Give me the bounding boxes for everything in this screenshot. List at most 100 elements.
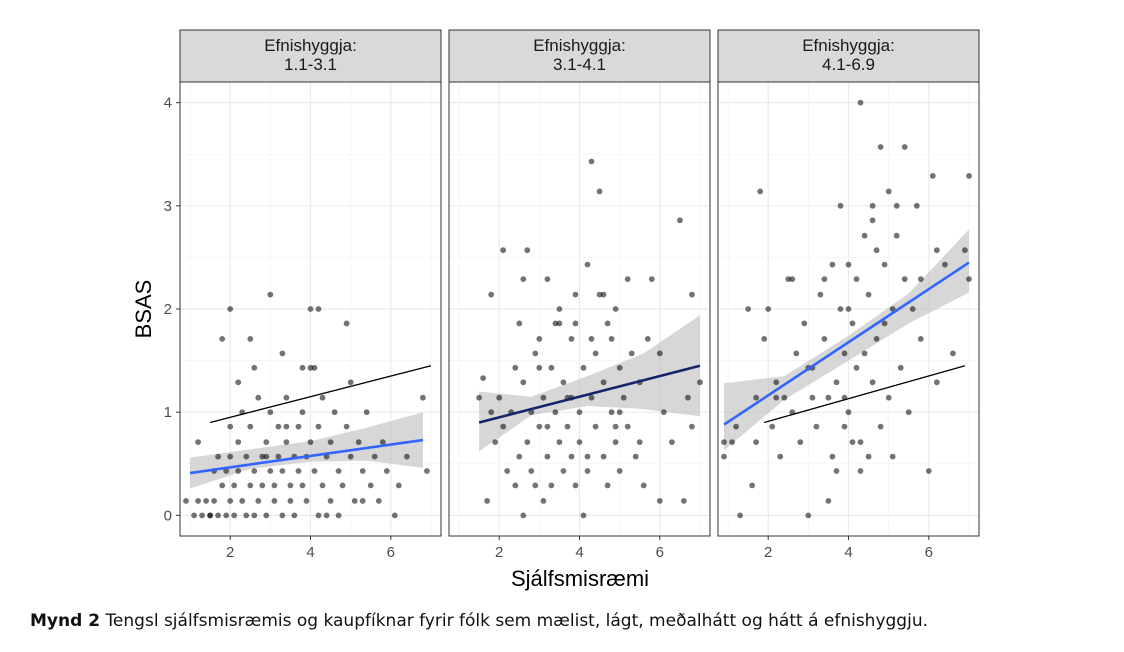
data-point [616, 409, 623, 416]
panel-2: Efnishyggja:3.1-4.1 2 4 6 [448, 29, 711, 561]
data-point [319, 394, 326, 401]
data-point [540, 498, 547, 504]
x-axis-title: Sjálfsmisræmi [511, 566, 649, 591]
data-point [480, 375, 486, 381]
data-point [556, 306, 563, 312]
data-point [560, 379, 567, 386]
data-point [781, 394, 788, 401]
data-point [239, 498, 246, 504]
data-point [207, 512, 214, 519]
data-point [524, 247, 531, 254]
data-point [275, 453, 282, 460]
x-tick-label: 6 [656, 544, 664, 561]
data-point [600, 291, 607, 298]
data-point [596, 291, 603, 298]
x-tick-label: 6 [387, 544, 395, 561]
data-point [785, 276, 792, 282]
data-point [889, 306, 896, 312]
data-point [227, 423, 234, 430]
data-point [544, 423, 551, 430]
data-point [608, 409, 615, 416]
data-point [424, 468, 430, 474]
confidence-band [479, 315, 700, 452]
data-point [287, 498, 294, 504]
data-point [584, 468, 591, 474]
data-point [837, 306, 844, 312]
data-point [271, 482, 278, 489]
data-point [845, 261, 852, 268]
data-point [307, 439, 314, 445]
data-point [588, 394, 595, 401]
data-point [681, 498, 687, 504]
y-axis-title: BSAS [131, 280, 156, 339]
caption-label: Mynd 2 [30, 611, 101, 631]
facet-strip-label: 4.1-6.9 [822, 55, 875, 74]
data-point [825, 498, 832, 504]
x-tick-label: 2 [495, 544, 503, 561]
data-point [536, 364, 543, 371]
facet-strip-label: 3.1-4.1 [553, 55, 606, 74]
data-point [753, 439, 759, 445]
facet-strip-label: Efnishyggja: [533, 36, 626, 55]
y-tick-label: 1 [164, 404, 172, 421]
data-point [496, 394, 503, 401]
data-point [901, 144, 908, 150]
data-point [962, 247, 968, 254]
data-point [383, 468, 390, 474]
data-point [295, 468, 302, 474]
data-point [299, 364, 306, 371]
data-point [275, 423, 282, 430]
data-point [307, 364, 314, 371]
data-point [640, 482, 647, 489]
data-point [616, 364, 623, 371]
data-point [315, 512, 322, 519]
data-point [359, 468, 366, 474]
x-tick-label: 2 [764, 544, 772, 561]
data-point [355, 439, 362, 445]
data-point [195, 439, 202, 445]
data-point [753, 394, 759, 401]
data-point [576, 409, 583, 416]
data-point [315, 306, 322, 312]
data-point [568, 453, 575, 460]
data-point [592, 423, 599, 430]
data-point [492, 439, 499, 445]
data-point [263, 439, 270, 445]
data-point [881, 320, 888, 327]
data-point [516, 453, 523, 460]
data-point [263, 512, 270, 519]
y-tick-label: 0 [164, 507, 172, 524]
data-point [761, 336, 768, 342]
data-point [869, 217, 876, 224]
data-point [203, 498, 210, 504]
data-point [721, 453, 727, 460]
data-point [347, 379, 354, 386]
data-point [773, 379, 780, 386]
data-point [548, 364, 555, 371]
data-point [813, 423, 820, 430]
data-point [371, 453, 378, 460]
data-point [865, 453, 872, 460]
data-point [909, 306, 916, 312]
data-point [689, 423, 695, 430]
data-point [737, 512, 743, 519]
data-point [833, 379, 840, 386]
data-point [845, 306, 852, 312]
data-point [251, 468, 258, 474]
data-point [319, 482, 326, 489]
data-point [219, 336, 226, 342]
data-point [267, 291, 274, 298]
data-point [950, 350, 956, 357]
data-point [528, 468, 535, 474]
data-point [315, 423, 322, 430]
data-point [797, 439, 804, 445]
confidence-band [190, 412, 423, 489]
data-point [849, 439, 856, 445]
data-point [223, 512, 230, 519]
data-point [259, 453, 266, 460]
data-point [865, 291, 872, 298]
data-point [476, 394, 482, 401]
data-point [299, 409, 306, 416]
data-point [311, 468, 318, 474]
data-point [817, 291, 824, 298]
